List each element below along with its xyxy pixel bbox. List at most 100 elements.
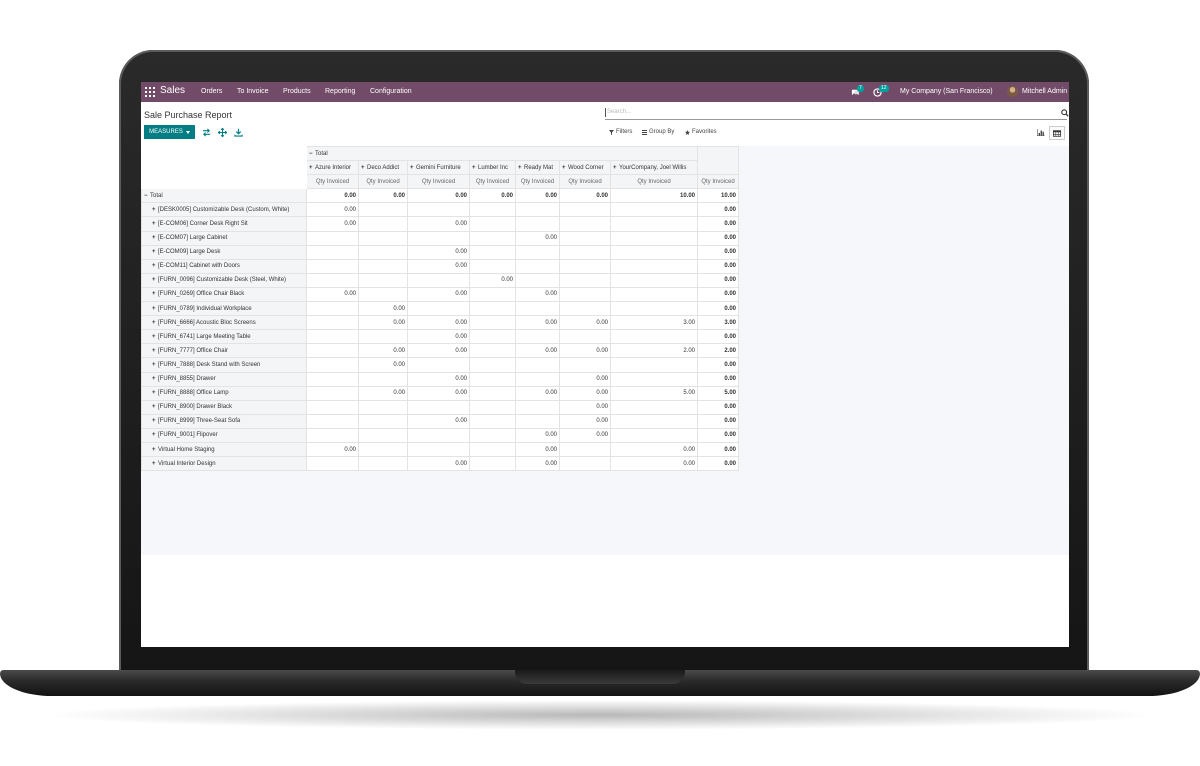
pivot-cell[interactable] [559,272,611,288]
pivot-cell[interactable] [559,216,611,232]
col-header-total[interactable]: − Total [306,145,698,162]
pivot-cell[interactable]: 0.00 [407,371,470,387]
pivot-cell[interactable] [358,286,408,303]
row-header[interactable]: + [FURN_8855] Drawer [141,371,307,387]
menu-to-invoice[interactable]: To Invoice [237,88,269,95]
pivot-cell[interactable] [407,399,470,415]
pivot-cell[interactable]: 0.00 [407,456,470,472]
row-total-cell[interactable]: 0.00 [697,301,739,317]
pivot-cell[interactable] [610,258,698,274]
pivot-cell[interactable]: 0.00 [515,427,560,443]
pivot-cell[interactable]: 0.00 [559,385,611,401]
pivot-cell[interactable]: 0.00 [407,329,470,345]
row-total-cell[interactable]: 0.00 [697,258,739,274]
pivot-cell[interactable] [358,399,408,415]
menu-orders[interactable]: Orders [201,88,223,95]
pivot-cell[interactable] [469,329,516,345]
row-total-cell[interactable]: 0.00 [697,244,739,260]
pivot-cell[interactable] [358,427,408,443]
total-cell[interactable]: 0.00 [306,188,359,204]
row-header[interactable]: + [FURN_8900] Drawer Black [141,399,307,415]
row-header[interactable]: + [E-COM07] Large Cabinet [141,230,307,246]
menu-configuration[interactable]: Configuration [370,88,412,95]
pivot-cell[interactable] [469,230,516,246]
row-total-cell[interactable]: 0.00 [697,371,739,387]
pivot-cell[interactable] [610,329,698,345]
measure-header[interactable]: Qty Invoiced [515,174,560,190]
filters-button[interactable]: Filters [609,129,632,135]
pivot-cell[interactable]: 0.00 [358,357,408,373]
menu-reporting[interactable]: Reporting [325,88,356,95]
row-header[interactable]: + [FURN_8999] Three-Seat Sofa [141,413,307,429]
pivot-cell[interactable] [306,244,359,260]
pivot-cell[interactable]: 0.00 [358,301,408,317]
measure-header[interactable]: Qty Invoiced [469,174,516,190]
measure-header[interactable]: Qty Invoiced [697,174,739,190]
pivot-cell[interactable]: 0.00 [306,216,359,232]
total-cell[interactable]: 0.00 [358,188,408,204]
row-header[interactable]: + [FURN_8888] Office Lamp [141,385,307,401]
row-header[interactable]: + [FURN_9001] Flipover [141,427,307,443]
pivot-cell[interactable] [559,456,611,472]
pivot-cell[interactable]: 0.00 [407,385,470,401]
col-header-azure-interior[interactable]: + Azure Interior [306,160,359,176]
row-total-cell[interactable]: 0.00 [697,230,739,246]
pivot-cell[interactable] [559,329,611,345]
pivot-cell[interactable] [358,329,408,345]
row-header[interactable]: + Virtual Home Staging [141,441,307,458]
pivot-cell[interactable]: 2.00 [610,343,698,359]
pivot-cell[interactable] [559,202,611,218]
pivot-cell[interactable] [469,399,516,415]
row-total-cell[interactable]: 0.00 [697,427,739,443]
row-total-cell[interactable]: 0.00 [697,357,739,373]
pivot-cell[interactable] [469,244,516,260]
pivot-cell[interactable] [515,202,560,218]
total-cell[interactable]: 0.00 [469,188,516,204]
measure-header[interactable]: Qty Invoiced [559,174,611,190]
pivot-cell[interactable]: 0.00 [559,413,611,429]
pivot-cell[interactable] [469,258,516,274]
row-total-cell[interactable]: 0.00 [697,272,739,288]
row-header[interactable]: + [FURN_0269] Office Chair Black [141,286,307,303]
row-header[interactable]: + [E-COM09] Large Desk [141,244,307,260]
pivot-cell[interactable] [306,343,359,359]
user-menu[interactable]: Mitchell Admin [1022,88,1068,95]
pivot-cell[interactable]: 0.00 [515,441,560,458]
pivot-cell[interactable] [610,202,698,218]
pivot-cell[interactable] [469,413,516,429]
pivot-cell[interactable]: 0.00 [610,441,698,458]
row-header[interactable]: + [FURN_7777] Office Chair [141,343,307,359]
pivot-cell[interactable] [610,272,698,288]
pivot-cell[interactable]: 0.00 [469,272,516,288]
pivot-cell[interactable] [469,301,516,317]
pivot-cell[interactable] [306,427,359,443]
pivot-cell[interactable] [515,216,560,232]
pivot-cell[interactable] [515,357,560,373]
pivot-cell[interactable] [559,230,611,246]
row-header[interactable]: + [FURN_7888] Desk Stand with Screen [141,357,307,373]
pivot-cell[interactable] [407,230,470,246]
pivot-cell[interactable] [358,244,408,260]
pivot-cell[interactable]: 0.00 [559,371,611,387]
pivot-cell[interactable]: 0.00 [358,315,408,331]
pivot-cell[interactable] [469,315,516,331]
row-total-cell[interactable]: 0.00 [697,329,739,345]
pivot-cell[interactable]: 0.00 [515,456,560,472]
row-header[interactable]: + [E-COM11] Cabinet with Doors [141,258,307,274]
pivot-cell[interactable] [610,371,698,387]
pivot-cell[interactable] [306,371,359,387]
pivot-cell[interactable] [515,371,560,387]
pivot-cell[interactable] [469,202,516,218]
pivot-cell[interactable] [407,441,470,458]
pivot-cell[interactable]: 0.00 [407,343,470,359]
pivot-cell[interactable] [469,286,516,303]
pivot-cell[interactable] [469,441,516,458]
pivot-cell[interactable] [515,244,560,260]
row-header[interactable]: + [FURN_6741] Large Meeting Table [141,329,307,345]
pivot-cell[interactable] [358,202,408,218]
col-header-wood-corner[interactable]: + Wood Corner [559,160,611,176]
graph-view-button[interactable] [1033,126,1048,139]
pivot-cell[interactable] [306,399,359,415]
row-header[interactable]: + [DESK0005] Customizable Desk (Custom, W… [141,202,307,218]
avatar[interactable] [1007,86,1018,97]
